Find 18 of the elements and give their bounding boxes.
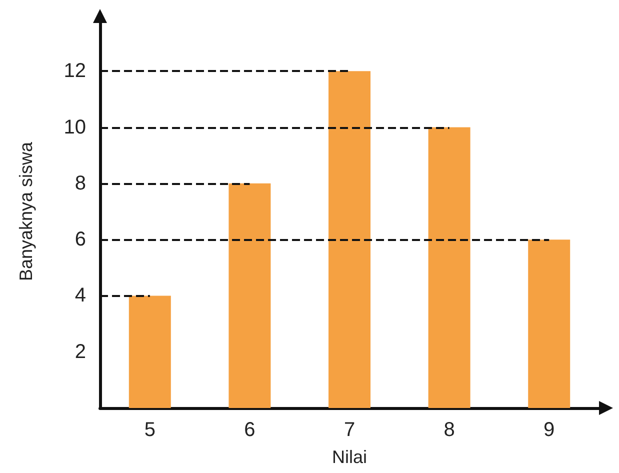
x-tick-label: 6 (244, 419, 256, 441)
x-tick-label: 7 (344, 419, 356, 441)
x-tick-label: 5 (144, 419, 156, 441)
x-tick-label: 8 (444, 419, 455, 441)
bar (428, 127, 470, 408)
y-tick-label: 8 (74, 172, 86, 194)
x-tick-label: 9 (544, 419, 555, 441)
y-tick-label: 6 (74, 228, 86, 251)
y-tick-label: 4 (74, 284, 86, 307)
y-tick-label: 2 (74, 340, 86, 363)
bar (228, 183, 271, 408)
y-axis-title: Banyaknya siswa (16, 140, 36, 282)
bar (328, 71, 370, 408)
y-tick-label: 12 (64, 60, 86, 82)
bar (528, 240, 570, 408)
bar (128, 296, 171, 408)
x-axis-title: Nilai (332, 447, 368, 467)
y-tick-label: 10 (64, 116, 86, 138)
